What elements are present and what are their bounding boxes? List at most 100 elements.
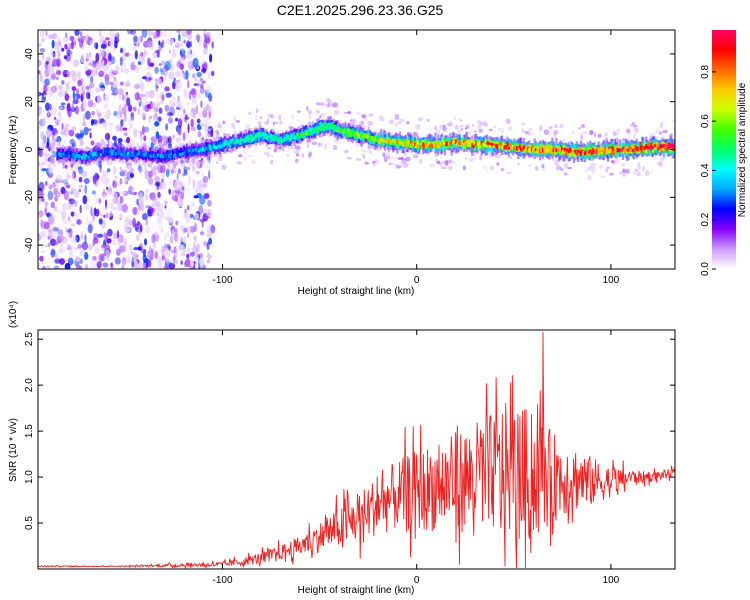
noise-speckle — [82, 84, 85, 92]
noise-speckle — [158, 63, 162, 67]
ridge-cell — [645, 144, 648, 149]
ridge-cell — [313, 130, 316, 134]
ridge-cell — [108, 149, 111, 154]
ridge-cell — [409, 141, 413, 149]
noise-speckle — [74, 30, 80, 36]
ridge-cell — [473, 141, 476, 151]
ridge-cell — [324, 121, 327, 129]
ridge-cell — [344, 131, 347, 137]
noise-speckle — [164, 247, 169, 252]
ridge-cell — [305, 131, 308, 135]
ridge-cell — [344, 128, 347, 133]
noise-speckle — [62, 220, 68, 224]
spectrogram-x-tick-label: 100 — [603, 275, 620, 286]
noise-speckle — [131, 257, 135, 267]
ridge-cell — [172, 152, 175, 156]
ridge-cell — [454, 139, 457, 145]
ridge-cell — [109, 149, 112, 153]
ridge-cell — [434, 140, 437, 150]
noise-speckle — [77, 79, 83, 87]
noise-speckle — [55, 43, 60, 53]
noise-speckle — [364, 161, 368, 164]
noise-speckle — [670, 154, 675, 159]
noise-speckle — [270, 154, 274, 159]
noise-speckle — [154, 146, 159, 150]
noise-speckle — [107, 122, 114, 126]
ridge-cell — [301, 132, 304, 136]
noise-speckle — [170, 169, 175, 175]
ridge-cell — [82, 152, 85, 158]
noise-speckle — [330, 103, 336, 108]
ridge-cell — [336, 124, 339, 133]
noise-speckle — [441, 160, 447, 165]
noise-speckle — [62, 245, 66, 252]
noise-speckle — [294, 159, 299, 165]
noise-speckle — [444, 160, 449, 166]
noise-speckle — [182, 131, 186, 142]
ridge-cell — [488, 138, 491, 148]
ridge-cell — [65, 150, 69, 156]
noise-speckle — [473, 150, 477, 157]
noise-speckle — [121, 264, 125, 269]
ridge-cell — [104, 149, 107, 155]
noise-speckle — [297, 119, 300, 122]
noise-speckle — [142, 113, 146, 121]
ridge-cell — [331, 124, 334, 128]
noise-speckle — [124, 132, 128, 137]
noise-speckle — [151, 31, 157, 36]
ridge-cell — [507, 146, 510, 150]
noise-speckle — [672, 127, 675, 130]
noise-speckle — [126, 97, 131, 106]
noise-speckle — [142, 76, 147, 80]
ridge-cell — [560, 147, 563, 152]
noise-speckle — [114, 40, 118, 49]
noise-speckle — [157, 212, 160, 217]
noise-speckle — [245, 124, 251, 129]
ridge-cell — [650, 145, 653, 150]
noise-speckle — [415, 124, 421, 130]
ridge-cell — [121, 150, 124, 154]
ridge-cell — [443, 141, 447, 149]
ridge-cell — [169, 154, 172, 159]
noise-speckle — [100, 225, 103, 234]
ridge-cell — [439, 141, 442, 146]
ridge-cell — [157, 153, 160, 158]
ridge-cell — [257, 132, 260, 136]
ridge-cell — [563, 147, 566, 152]
ridge-cell — [303, 132, 306, 136]
noise-speckle — [248, 111, 252, 115]
noise-speckle — [168, 178, 174, 188]
noise-speckle — [355, 142, 358, 149]
noise-speckle — [181, 225, 186, 235]
noise-speckle — [583, 131, 587, 135]
noise-speckle — [184, 258, 191, 268]
colorbar: 0.00.20.40.60.8 Normalized spectral ampl… — [700, 30, 748, 276]
noise-speckle — [80, 54, 85, 64]
noise-speckle — [82, 249, 85, 254]
noise-speckle — [38, 106, 42, 116]
ridge-cell — [380, 138, 383, 142]
noise-speckle — [130, 111, 134, 118]
ridge-cell — [215, 141, 218, 149]
ridge-cell — [551, 146, 554, 151]
noise-speckle — [158, 78, 163, 85]
noise-speckle — [330, 132, 333, 137]
snr-x-tick-label: -100 — [212, 575, 232, 586]
noise-speckle — [53, 116, 57, 120]
noise-speckle — [42, 37, 47, 42]
noise-speckle — [94, 247, 100, 255]
noise-speckle — [254, 146, 260, 151]
ridge-cell — [208, 144, 211, 149]
noise-speckle — [136, 220, 140, 226]
ridge-cell — [238, 138, 241, 142]
ridge-cell — [155, 154, 158, 159]
noise-speckle — [38, 233, 41, 241]
noise-speckle — [96, 108, 99, 115]
noise-speckle — [332, 102, 339, 108]
noise-speckle — [209, 130, 213, 137]
noise-speckle — [40, 191, 45, 198]
noise-speckle — [206, 259, 211, 264]
noise-speckle — [186, 101, 191, 106]
noise-speckle — [199, 86, 205, 95]
ridge-cell — [665, 143, 668, 152]
